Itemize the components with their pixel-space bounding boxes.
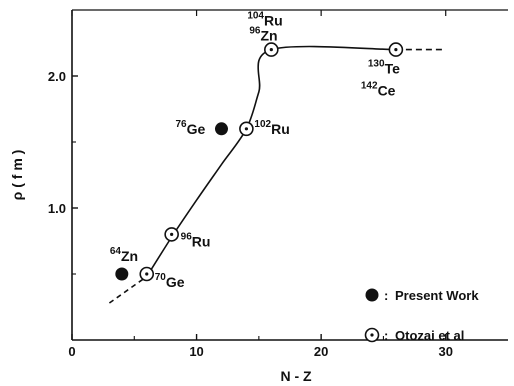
marker-center-dot	[244, 127, 248, 131]
nuclide-label: 104Ru	[247, 11, 282, 29]
element-symbol: Te	[385, 61, 401, 77]
element-symbol: Ce	[378, 83, 396, 99]
otozai-point	[239, 121, 254, 137]
legend-separator: :	[384, 288, 388, 303]
x-tick-label: 10	[189, 344, 203, 359]
nuclide-label: 130Te	[368, 59, 400, 77]
mass-number: 70	[155, 272, 167, 283]
element-symbol: Ru	[264, 13, 283, 29]
element-symbol: Ru	[271, 121, 290, 137]
otozai-point	[264, 42, 279, 57]
nuclide-label: 70Ge	[155, 272, 185, 290]
mass-number: 104	[247, 11, 264, 22]
element-symbol: Ge	[166, 274, 185, 290]
marker-center-dot	[394, 48, 398, 52]
mass-number: 96	[249, 26, 261, 37]
x-axis-label: N - Z	[280, 368, 312, 384]
marker-center-dot	[145, 272, 149, 276]
nuclide-label: 96Ru	[181, 231, 211, 249]
otozai-point	[164, 227, 179, 242]
legend-separator: :	[384, 328, 388, 343]
nuclide-label: 96Zn	[249, 26, 277, 44]
marker-center-dot	[170, 232, 174, 236]
x-tick-label: 30	[438, 344, 452, 359]
mass-number: 102	[254, 119, 271, 130]
mass-number: 76	[175, 119, 187, 130]
present-work-point	[115, 267, 129, 281]
otozai-point	[388, 42, 404, 57]
x-tick-label: 20	[314, 344, 328, 359]
nuclide-label: 102Ru	[254, 119, 289, 137]
legend-marker-otozai	[364, 327, 380, 343]
element-symbol: Zn	[260, 28, 277, 44]
curve-dashed-start	[108, 275, 148, 304]
legend: : Present Work: Otozai et al	[364, 288, 479, 343]
marker-center-dot	[370, 333, 374, 337]
nuclide-label: 64Zn	[110, 246, 138, 264]
mass-number: 64	[110, 246, 122, 257]
nuclide-label: 142Ce	[361, 81, 396, 99]
y-tick-label: 2.0	[48, 69, 66, 84]
otozai-point	[139, 266, 155, 282]
mass-number: 96	[181, 231, 193, 242]
marker-center-dot	[269, 48, 273, 52]
element-symbol: Ru	[192, 233, 211, 249]
y-axis-label: ρ ( f m )	[9, 150, 25, 201]
mass-number: 142	[361, 81, 378, 92]
legend-marker-present-work	[365, 288, 379, 302]
axes: 0 10 20 30 1.0 2.0	[48, 9, 508, 359]
mass-number: 130	[368, 59, 385, 70]
element-symbol: Zn	[121, 248, 138, 264]
legend-label-present-work: Present Work	[395, 288, 479, 303]
y-tick-label: 1.0	[48, 201, 66, 216]
x-tick-label: 0	[68, 344, 75, 359]
data-points	[115, 42, 404, 282]
nuclide-label: 76Ge	[175, 119, 205, 137]
present-work-point	[214, 122, 228, 136]
legend-label-otozai: Otozai et al	[395, 328, 464, 343]
element-symbol: Ge	[187, 121, 206, 137]
